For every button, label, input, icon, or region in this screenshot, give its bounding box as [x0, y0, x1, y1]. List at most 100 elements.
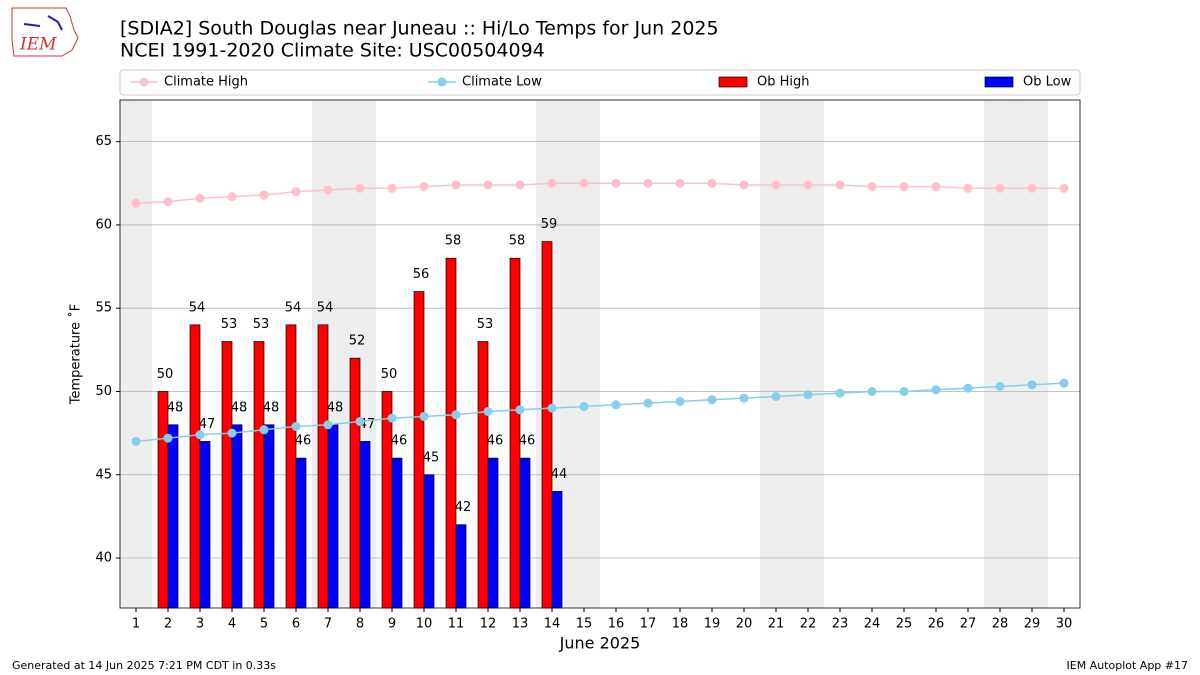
bar	[359, 441, 371, 609]
point	[643, 178, 653, 188]
x-tick-label: 9	[388, 617, 396, 632]
point	[1027, 183, 1037, 193]
bar-value-label: 45	[423, 450, 440, 465]
chart-subtitle: NCEI 1991-2020 Climate Site: USC00504094	[120, 40, 545, 62]
point	[323, 185, 333, 195]
weekend-shade	[120, 100, 152, 608]
x-tick-label: 22	[800, 617, 817, 632]
bar	[455, 524, 467, 609]
point	[355, 183, 365, 193]
legend-label: Climate High	[164, 75, 248, 90]
x-tick-label: 10	[416, 617, 433, 632]
point	[707, 395, 717, 405]
bar-value-label: 50	[381, 367, 398, 382]
point	[867, 182, 877, 192]
y-tick-label: 45	[95, 467, 112, 482]
point	[259, 425, 269, 435]
x-tick-label: 18	[672, 617, 689, 632]
legend-label: Ob Low	[1023, 75, 1072, 90]
bar-value-label: 48	[231, 400, 248, 415]
legend-marker	[437, 77, 447, 87]
weekend-shade	[1016, 100, 1048, 608]
legend-label: Ob High	[757, 75, 810, 90]
bar-value-label: 46	[519, 434, 536, 449]
point	[803, 180, 813, 190]
point	[483, 180, 493, 190]
bar-value-label: 46	[487, 434, 504, 449]
point	[707, 178, 717, 188]
x-tick-label: 5	[260, 617, 268, 632]
weekend-shade	[792, 100, 824, 608]
x-tick-label: 14	[544, 617, 561, 632]
x-tick-label: 3	[196, 617, 204, 632]
point	[131, 436, 141, 446]
point	[771, 391, 781, 401]
point	[675, 396, 685, 406]
bar	[157, 391, 169, 609]
bar-value-label: 48	[263, 400, 280, 415]
footer-right: IEM Autoplot App #17	[1067, 659, 1189, 672]
bar	[519, 457, 531, 609]
line	[135, 182, 1064, 205]
bar	[551, 491, 563, 609]
bar	[263, 424, 275, 609]
x-tick-label: 29	[1024, 617, 1041, 632]
bar	[349, 357, 361, 609]
point	[771, 180, 781, 190]
x-tick-label: 17	[640, 617, 657, 632]
point	[867, 386, 877, 396]
point	[419, 182, 429, 192]
x-tick-label: 15	[576, 617, 593, 632]
point	[131, 198, 141, 208]
x-tick-label: 27	[960, 617, 977, 632]
bar	[199, 441, 211, 609]
point	[835, 388, 845, 398]
x-tick-label: 4	[228, 617, 236, 632]
point	[675, 178, 685, 188]
point	[419, 411, 429, 421]
point	[227, 192, 237, 202]
point	[739, 393, 749, 403]
bar-value-label: 54	[189, 300, 206, 315]
bar-value-label: 42	[455, 500, 472, 515]
point	[483, 406, 493, 416]
x-tick-label: 7	[324, 617, 332, 632]
point	[899, 182, 909, 192]
bar-value-label: 59	[541, 217, 558, 232]
point	[355, 416, 365, 426]
point	[963, 383, 973, 393]
bar-value-label: 54	[317, 300, 334, 315]
bar-value-label: 46	[295, 434, 312, 449]
x-tick-label: 25	[896, 617, 913, 632]
point	[611, 178, 621, 188]
point	[579, 401, 589, 411]
x-tick-label: 24	[864, 617, 881, 632]
point	[451, 180, 461, 190]
x-tick-label: 19	[704, 617, 721, 632]
point	[291, 187, 301, 197]
chart-title: [SDIA2] South Douglas near Juneau :: Hi/…	[120, 18, 719, 40]
bar-value-label: 58	[509, 234, 526, 249]
weekend-shade	[568, 100, 600, 608]
x-tick-label: 13	[512, 617, 529, 632]
x-axis-label: June 2025	[559, 634, 641, 653]
bar-value-label: 46	[391, 434, 408, 449]
point	[579, 178, 589, 188]
y-tick-label: 50	[95, 384, 112, 399]
line	[135, 382, 1065, 443]
point	[515, 405, 525, 415]
point	[931, 182, 941, 192]
legend-label: Climate Low	[462, 75, 542, 90]
point	[739, 180, 749, 190]
point	[995, 183, 1005, 193]
bar-value-label: 47	[199, 417, 216, 432]
y-tick-label: 40	[95, 551, 112, 566]
legend-swatch	[984, 76, 1014, 88]
x-tick-label: 16	[608, 617, 625, 632]
bar-value-label: 53	[477, 317, 494, 332]
bar-value-label: 50	[157, 367, 174, 382]
bar	[253, 341, 265, 609]
point	[1059, 378, 1069, 388]
bar	[477, 341, 489, 609]
